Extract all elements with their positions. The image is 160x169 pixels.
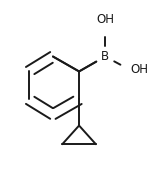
Text: OH: OH — [130, 63, 148, 76]
Text: B: B — [101, 50, 109, 63]
Text: OH: OH — [96, 13, 114, 26]
